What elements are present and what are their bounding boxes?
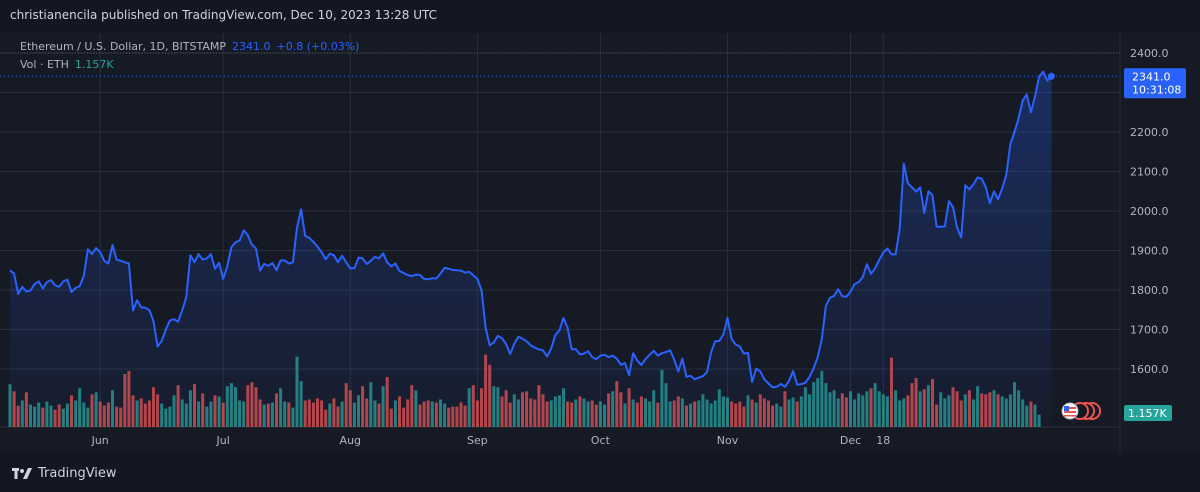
last-price-point [1047,72,1055,80]
legend-last-price: 2341.0 [232,40,271,53]
legend-volume-row[interactable]: Vol · ETH 1.157K [20,56,359,74]
price-tag-price: 2341.0 [1132,70,1171,83]
price-tick-label: 1600.0 [1130,363,1169,376]
price-tick-label: 2400.0 [1130,47,1169,60]
legend-volume-value: 1.157K [74,58,114,71]
us-flag-stripes [1064,407,1076,409]
time-tick-label: Dec [840,434,861,447]
brand-name: TradingView [38,466,117,481]
time-tick-label: Aug [340,434,361,447]
tradingview-logo-icon [12,467,32,479]
time-tick-label: 18 [876,434,890,447]
price-chart[interactable]: 1600.0 1700.0 1800.0 1900.0 2000.0 2100.0 2200… [0,33,1200,453]
tradingview-brand[interactable]: TradingView [12,466,117,481]
publisher-bar: christianencila published on TradingView… [0,0,1200,32]
events-markers[interactable] [1061,402,1101,420]
publisher-text: christianencila published on TradingView… [10,8,438,22]
time-tick-label: Jun [91,434,109,447]
price-tick-label: 1800.0 [1130,284,1169,297]
price-tick-label: 1900.0 [1130,245,1169,258]
volume-tag: 1.157K [1124,405,1172,421]
legend-symbol-row[interactable]: Ethereum / U.S. Dollar, 1D, BITSTAMP 2341… [20,38,359,56]
us-flag-stripes [1064,411,1076,413]
footer-bar [0,455,1200,492]
us-flag-canton [1064,406,1069,411]
chart-legend: Ethereum / U.S. Dollar, 1D, BITSTAMP 2341… [20,38,359,74]
price-tick-label: 1700.0 [1130,324,1169,337]
price-area-fill [10,71,1052,427]
legend-symbol: Ethereum / U.S. Dollar, 1D, BITSTAMP [20,40,226,53]
price-tick-label: 2200.0 [1130,126,1169,139]
time-tick-label: Nov [717,434,739,447]
price-tag-box [1124,68,1186,99]
volume-tag-box [1124,405,1172,421]
price-tag: 2341.0 10:31:08 [1124,68,1186,99]
price-tag-countdown: 10:31:08 [1132,83,1181,96]
time-axis[interactable]: Jun Jul Aug Sep Oct Nov Dec 18 [91,434,891,447]
us-flag-stripes [1064,415,1076,417]
legend-volume-label: Vol · ETH [20,58,69,71]
price-tick-label: 2000.0 [1130,205,1169,218]
time-tick-label: Oct [591,434,611,447]
price-tick-label: 2100.0 [1130,166,1169,179]
legend-change: +0.8 (+0.03%) [276,40,360,53]
time-tick-label: Sep [467,434,488,447]
price-line [9,70,1053,389]
time-tick-label: Jul [216,434,230,447]
volume-tag-value: 1.157K [1128,407,1167,420]
price-axis[interactable]: 1600.0 1700.0 1800.0 1900.0 2000.0 2100.0 2200… [1130,47,1169,376]
